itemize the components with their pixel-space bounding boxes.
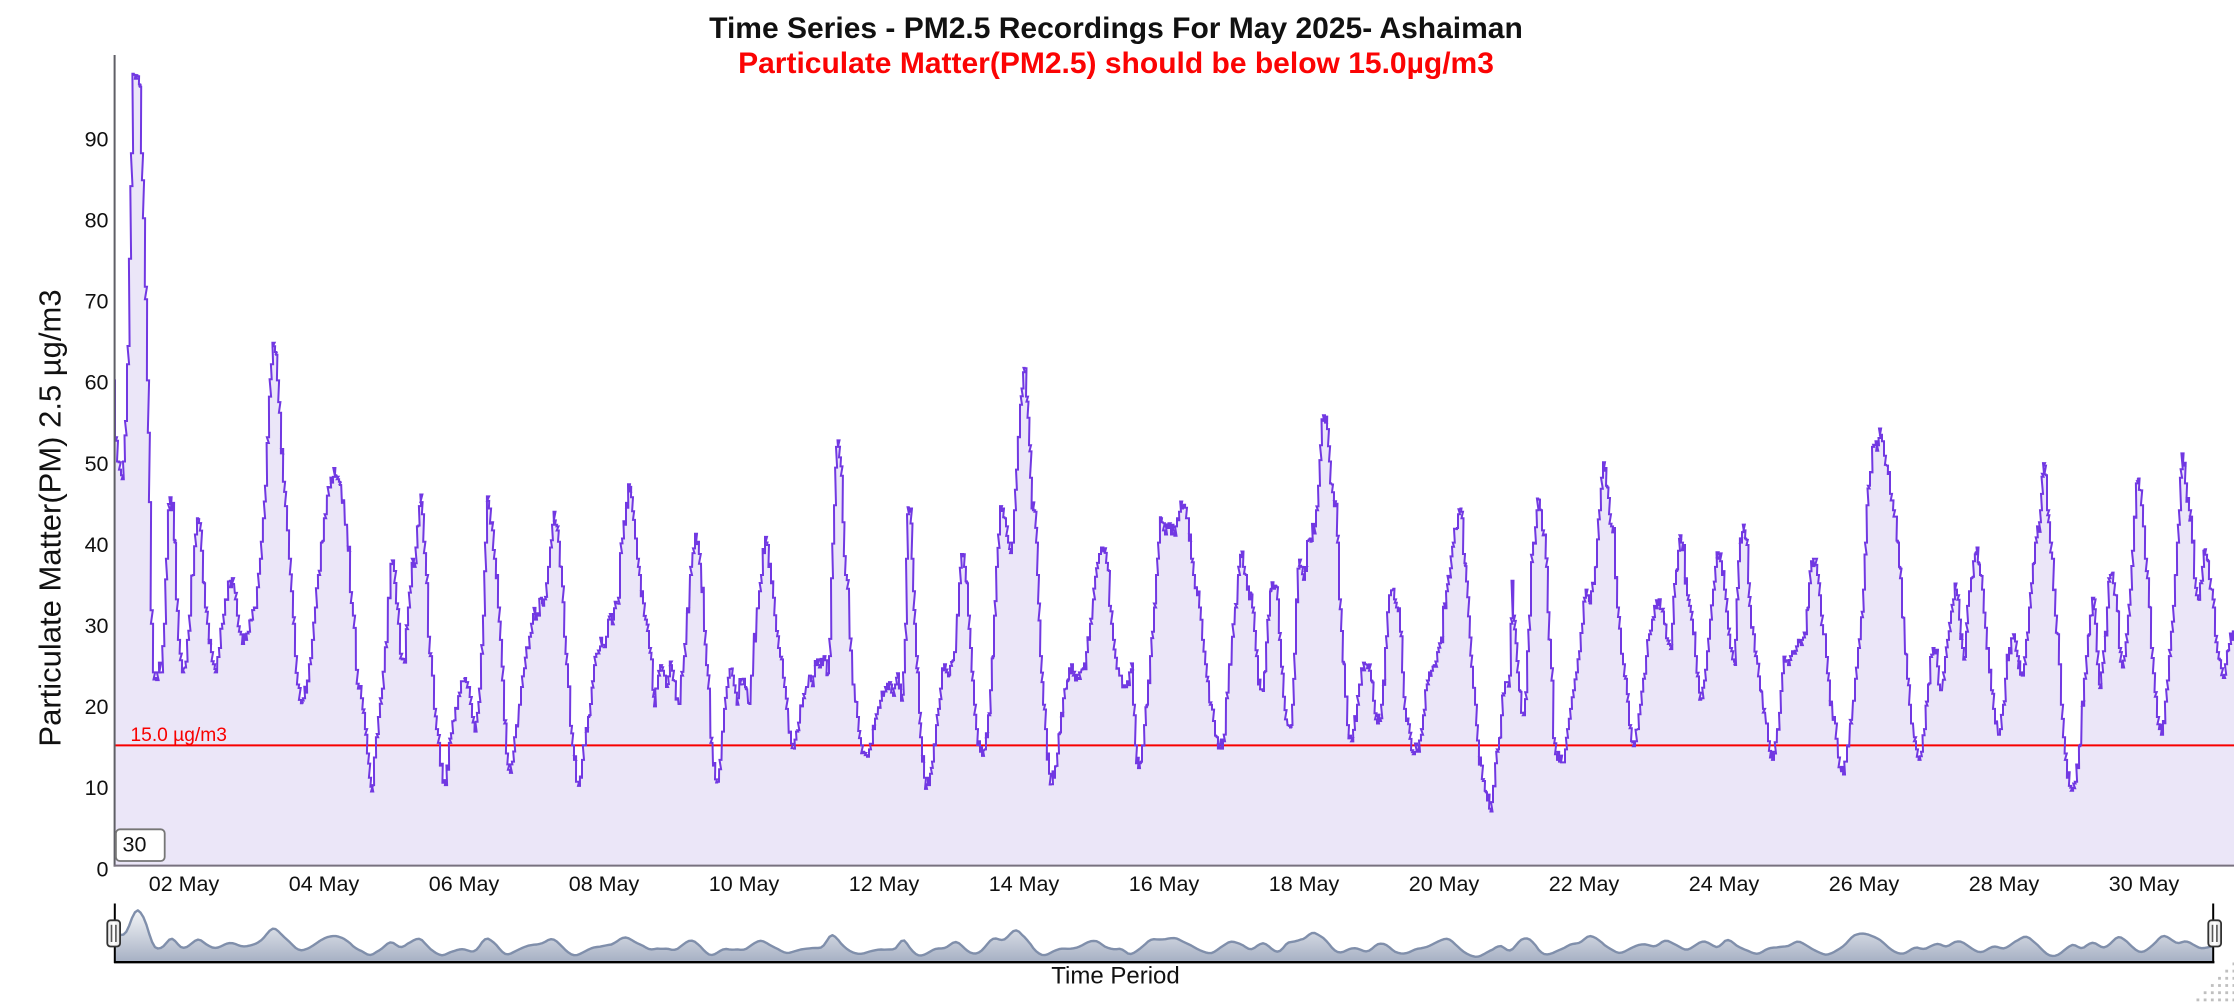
svg-text:30: 30 <box>123 833 147 857</box>
svg-text:50: 50 <box>85 452 109 476</box>
svg-text:12 May: 12 May <box>849 872 920 896</box>
svg-text:08 May: 08 May <box>569 872 640 896</box>
svg-text:30 May: 30 May <box>2109 872 2180 896</box>
svg-text:02 May: 02 May <box>149 872 220 896</box>
svg-text:40: 40 <box>85 533 109 557</box>
svg-text:90: 90 <box>85 127 109 151</box>
svg-text:14 May: 14 May <box>989 872 1060 896</box>
svg-text:24 May: 24 May <box>1689 872 1760 896</box>
svg-text:0: 0 <box>97 857 109 881</box>
svg-text:26 May: 26 May <box>1829 872 1900 896</box>
svg-text:06 May: 06 May <box>429 872 500 896</box>
svg-text:04 May: 04 May <box>289 872 360 896</box>
svg-text:Time Period: Time Period <box>1051 963 1179 990</box>
svg-text:22 May: 22 May <box>1549 872 1620 896</box>
svg-text:60: 60 <box>85 371 109 395</box>
svg-text:15.0 µg/m3: 15.0 µg/m3 <box>131 725 227 746</box>
svg-text:Particulate Matter(PM) 2.5 µg/: Particulate Matter(PM) 2.5 µg/m3 <box>33 289 68 746</box>
svg-text:80: 80 <box>85 209 109 233</box>
svg-text:10: 10 <box>85 776 109 800</box>
svg-text:30: 30 <box>85 614 109 638</box>
svg-text:28 May: 28 May <box>1969 872 2040 896</box>
svg-text:20 May: 20 May <box>1409 872 1480 896</box>
svg-text:16 May: 16 May <box>1129 872 1200 896</box>
svg-text:20: 20 <box>85 695 109 719</box>
svg-text:18 May: 18 May <box>1269 872 1340 896</box>
svg-text:10 May: 10 May <box>709 872 780 896</box>
svg-text:70: 70 <box>85 290 109 314</box>
